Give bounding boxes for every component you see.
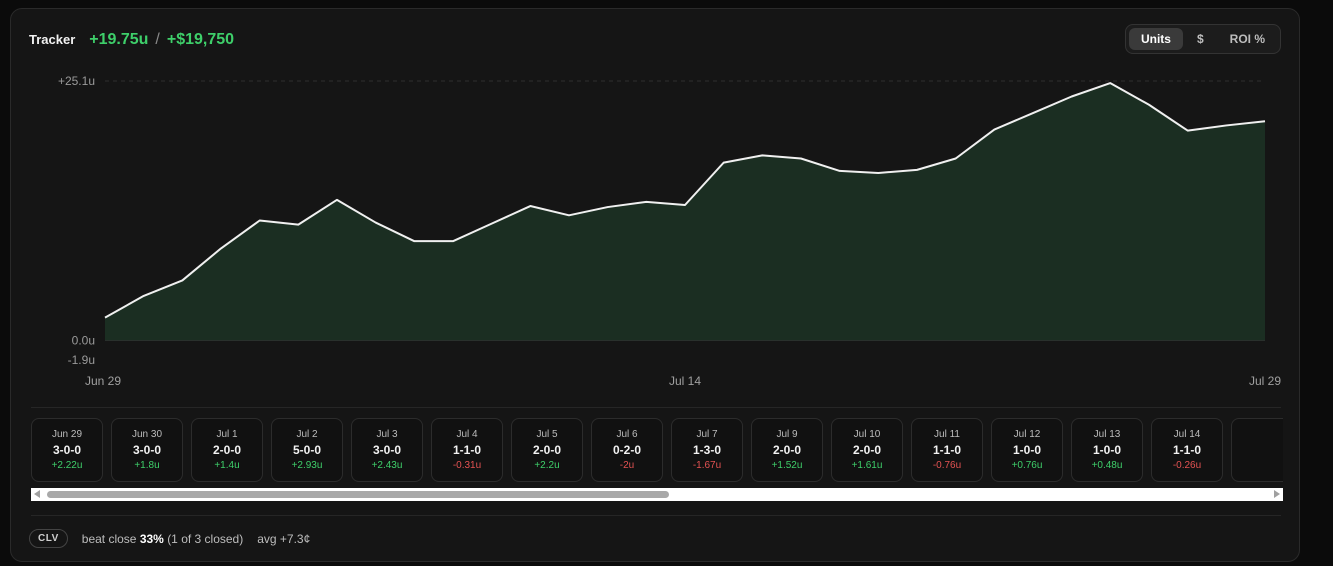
day-units: +0.48u — [1091, 460, 1123, 471]
day-units: -0.31u — [452, 460, 482, 471]
daily-results-track: Jun 29 3-0-0 +2.22u Jun 30 3-0-0 +1.8u Jul 1 2-… — [31, 418, 1283, 482]
metric-toggle: Units $ ROI % — [1124, 24, 1281, 54]
units-total: +19.75u — [89, 31, 149, 48]
day-units: -0.76u — [932, 460, 962, 471]
cumulative-units-chart: +25.1u 0.0u -1.9u Jun 29 Jul 14 Jul 29 — [58, 74, 1281, 388]
clv-footer: CLV beat close 33% (1 of 3 closed) avg +… — [29, 529, 310, 548]
tracker-card: Tracker +19.75u / +$19,750 Units $ ROI %… — [10, 8, 1300, 562]
day-date: Jul 13 — [1093, 429, 1121, 440]
day-units: +2.22u — [51, 460, 83, 471]
day-card[interactable]: Jul 1 2-0-0 +1.4u — [191, 418, 263, 482]
tracker-title: Tracker — [29, 32, 76, 47]
day-card[interactable]: Jul 2 5-0-0 +2.93u — [271, 418, 343, 482]
x-tick-label: Jul 29 — [1249, 374, 1281, 388]
y-tick-label: +25.1u — [58, 74, 95, 88]
toggle-units-button[interactable]: Units — [1128, 28, 1183, 50]
tracker-totals: +19.75u / +$19,750 — [89, 31, 234, 49]
day-units: +0.76u — [1011, 460, 1043, 471]
day-units: +1.8u — [134, 460, 160, 471]
day-date: Jul 6 — [616, 429, 638, 440]
day-record: 1-0-0 — [1092, 443, 1121, 457]
day-units: -2u — [619, 460, 635, 471]
cumulative-line — [104, 82, 1266, 319]
day-card[interactable]: Jul 12 1-0-0 +0.76u — [991, 418, 1063, 482]
day-units: +1.61u — [851, 460, 883, 471]
day-card[interactable]: Jul 6 0-2-0 -2u — [591, 418, 663, 482]
cumulative-area — [105, 83, 1265, 341]
day-record: 2-0-0 — [212, 443, 241, 457]
day-date: Jul 3 — [376, 429, 398, 440]
day-units: +2.93u — [291, 460, 323, 471]
beat-close-label: beat close — [81, 531, 137, 546]
daily-results-strip: Jun 29 3-0-0 +2.22u Jun 30 3-0-0 +1.8u Jul 1 2-… — [31, 418, 1283, 484]
footer-divider — [31, 515, 1281, 516]
beat-close-pct: 33% — [139, 531, 164, 546]
day-date: Jul 12 — [1013, 429, 1041, 440]
day-record: 3-0-0 — [52, 443, 81, 457]
x-tick-label: Jul 14 — [669, 374, 701, 388]
day-record: 1-1-0 — [452, 443, 481, 457]
day-record: 1-1-0 — [932, 443, 961, 457]
clv-badge: CLV — [29, 529, 68, 548]
day-date: Jul 9 — [776, 429, 798, 440]
day-units: +1.4u — [214, 460, 240, 471]
day-record: 5-0-0 — [292, 443, 321, 457]
day-card[interactable]: Jun 29 3-0-0 +2.22u — [31, 418, 103, 482]
day-date: Jul 10 — [853, 429, 881, 440]
day-record: 2-0-0 — [532, 443, 561, 457]
day-date: Jul 2 — [296, 429, 318, 440]
day-units: +1.52u — [771, 460, 803, 471]
day-card[interactable]: Jul 7 1-3-0 -1.67u — [671, 418, 743, 482]
y-tick-label: -1.9u — [68, 353, 95, 367]
day-date: Jun 30 — [131, 429, 163, 440]
day-card[interactable]: Jul 5 2-0-0 +2.2u — [511, 418, 583, 482]
day-card[interactable]: Jul 3 3-0-0 +2.43u — [351, 418, 423, 482]
y-tick-label: 0.0u — [72, 333, 95, 347]
day-record: 2-0-0 — [772, 443, 801, 457]
day-units: -1.67u — [692, 460, 722, 471]
day-record: 3-0-0 — [372, 443, 401, 457]
clv-average: avg +7.3¢ — [257, 531, 311, 546]
scrollbar-thumb[interactable] — [47, 491, 669, 498]
beat-close-detail: (1 of 3 closed) — [167, 531, 244, 546]
day-record: 1-3-0 — [692, 443, 721, 457]
day-date: Jul 7 — [696, 429, 718, 440]
day-card[interactable]: Jul 4 1-1-0 -0.31u — [431, 418, 503, 482]
day-date: Jun 29 — [51, 429, 83, 440]
day-units: +2.2u — [534, 460, 560, 471]
x-tick-label: Jun 29 — [85, 374, 121, 388]
day-card[interactable]: Jul 9 2-0-0 +1.52u — [751, 418, 823, 482]
toggle-dollars-button[interactable]: $ — [1185, 28, 1216, 50]
chart-divider — [31, 407, 1281, 408]
day-record: 0-2-0 — [612, 443, 641, 457]
day-record: 3-0-0 — [132, 443, 161, 457]
day-card[interactable]: Jul 14 1-1-0 -0.26u — [1151, 418, 1223, 482]
scroll-right-icon[interactable] — [1274, 490, 1280, 498]
day-units: -0.26u — [1172, 460, 1202, 471]
day-date: Jul 11 — [934, 429, 960, 440]
daily-results-scrollbar[interactable] — [31, 488, 1283, 501]
day-date: Jul 1 — [216, 429, 238, 440]
day-card[interactable]: Jun 30 3-0-0 +1.8u — [111, 418, 183, 482]
beat-close-summary: beat close 33% (1 of 3 closed) — [82, 532, 243, 546]
day-record: 2-0-0 — [852, 443, 881, 457]
day-record: 1-1-0 — [1172, 443, 1201, 457]
tracker-header: Tracker +19.75u / +$19,750 — [29, 31, 234, 49]
toggle-roi-button[interactable]: ROI % — [1218, 28, 1277, 50]
day-card[interactable]: Jul 10 2-0-0 +1.61u — [831, 418, 903, 482]
totals-separator: / — [155, 31, 160, 48]
scroll-left-icon[interactable] — [34, 490, 40, 498]
day-record: 1-0-0 — [1012, 443, 1041, 457]
day-card[interactable] — [1231, 418, 1283, 482]
day-card[interactable]: Jul 11 1-1-0 -0.76u — [911, 418, 983, 482]
day-date: Jul 14 — [1173, 429, 1201, 440]
day-date: Jul 5 — [536, 429, 558, 440]
day-date: Jul 4 — [456, 429, 478, 440]
day-units: +2.43u — [371, 460, 403, 471]
day-card[interactable]: Jul 13 1-0-0 +0.48u — [1071, 418, 1143, 482]
dollars-total: +$19,750 — [166, 31, 235, 48]
